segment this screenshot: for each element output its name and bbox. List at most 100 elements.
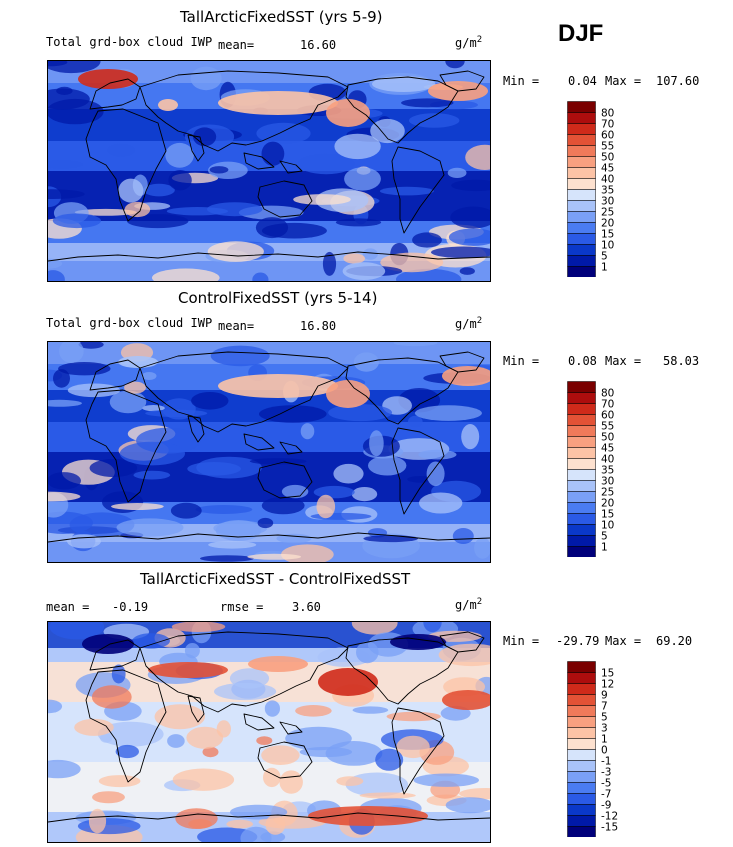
colorbar-segment xyxy=(567,694,596,706)
colorbar-label: 10 xyxy=(601,520,614,532)
colorbar-segment xyxy=(567,513,596,525)
colorbar-label: 50 xyxy=(601,432,614,444)
colorbar-label: -1 xyxy=(601,756,611,768)
colorbar-label: 40 xyxy=(601,174,614,186)
panel1-min-label: Min = xyxy=(503,74,540,88)
colorbar-label: -7 xyxy=(601,789,611,801)
colorbar-label: 7 xyxy=(601,701,608,713)
colorbar-segment xyxy=(567,233,596,245)
colorbar-segment xyxy=(567,716,596,728)
colorbar-label: 60 xyxy=(601,410,614,422)
panel2-units: g/m2 xyxy=(455,316,483,331)
colorbar-label: 25 xyxy=(601,207,614,219)
colorbar-label: 10 xyxy=(601,240,614,252)
colorbar-segment xyxy=(567,804,596,816)
coastline xyxy=(257,741,313,779)
colorbar-segment xyxy=(567,200,596,212)
coastline xyxy=(345,637,459,705)
colorbar-segment xyxy=(567,535,596,547)
colorbar-label: 9 xyxy=(601,690,608,702)
colorbar-segment xyxy=(567,167,596,179)
colorbar-segment xyxy=(567,134,596,146)
colorbar-segment xyxy=(567,683,596,695)
colorbar-label: 20 xyxy=(601,218,614,230)
panel1-min-value: 0.04 xyxy=(568,74,597,88)
colorbar-segment xyxy=(567,425,596,437)
panel3-mean-label: mean = xyxy=(46,600,90,614)
colorbar-segment xyxy=(567,727,596,739)
panel2-min-value: 0.08 xyxy=(568,354,597,368)
colorbar-segment xyxy=(567,815,596,827)
panel2-mean-value: 16.80 xyxy=(300,319,337,333)
colorbar-label: 80 xyxy=(601,388,614,400)
coastline xyxy=(85,669,167,783)
panel3-max-value: 69.20 xyxy=(656,634,693,648)
panel1-colorbar: 80 70 60 55 50 45 40 35 30 25 20 15 10 5 1 xyxy=(567,101,677,278)
colorbar-label: 60 xyxy=(601,130,614,142)
colorbar-segment xyxy=(567,222,596,234)
panel1-max-label: Max = xyxy=(605,74,642,88)
colorbar-segment xyxy=(567,211,596,223)
coastline xyxy=(139,631,349,713)
colorbar-label: 55 xyxy=(601,421,614,433)
colorbar-segment xyxy=(567,491,596,503)
colorbar-label: 50 xyxy=(601,152,614,164)
colorbar-label: 35 xyxy=(601,185,614,197)
colorbar-segment xyxy=(567,436,596,448)
colorbar-label: 45 xyxy=(601,163,614,175)
panel2-title: ControlFixedSST (yrs 5-14) xyxy=(178,289,378,307)
colorbar-label: 1 xyxy=(601,734,608,746)
colorbar-segment xyxy=(567,749,596,761)
colorbar-label: 80 xyxy=(601,108,614,120)
panel3-rmse-value: 3.60 xyxy=(292,600,321,614)
colorbar-label: 30 xyxy=(601,196,614,208)
coastline xyxy=(187,695,205,723)
colorbar-label: 35 xyxy=(601,465,614,477)
colorbar-segment xyxy=(567,826,596,838)
colorbar-label: 70 xyxy=(601,119,614,131)
panel3-units: g/m2 xyxy=(455,597,483,612)
panel3-min-label: Min = xyxy=(503,634,540,648)
coastline xyxy=(187,134,205,162)
panel2-mean-label: mean= xyxy=(218,319,255,333)
panel1-units: g/m2 xyxy=(455,35,483,50)
panel1-title: TallArcticFixedSST (yrs 5-9) xyxy=(180,8,383,26)
panel3-mean-value: -0.19 xyxy=(112,600,149,614)
colorbar-label: -12 xyxy=(601,811,618,823)
colorbar-label: -5 xyxy=(601,778,611,790)
colorbar-label: 0 xyxy=(601,745,608,757)
colorbar-label: -15 xyxy=(601,822,618,834)
coastline xyxy=(187,415,205,443)
colorbar-label: 30 xyxy=(601,476,614,488)
colorbar-segment xyxy=(567,458,596,470)
coastline xyxy=(139,351,349,433)
colorbar-segment xyxy=(567,760,596,772)
colorbar-segment xyxy=(567,447,596,459)
panel3-max-label: Max = xyxy=(605,634,642,648)
colorbar-segment xyxy=(567,189,596,201)
coastline xyxy=(279,160,303,174)
coastline xyxy=(139,70,349,152)
colorbar-segment xyxy=(567,178,596,190)
coastline xyxy=(345,357,459,425)
colorbar-segment xyxy=(567,156,596,168)
panel1-variable: Total grd-box cloud IWP xyxy=(46,35,213,49)
panel2-max-label: Max = xyxy=(605,354,642,368)
colorbar-label: 1 xyxy=(601,542,608,554)
colorbar-segment xyxy=(567,661,596,673)
panel2-min-label: Min = xyxy=(503,354,540,368)
colorbar-segment xyxy=(567,771,596,783)
colorbar-label: 15 xyxy=(601,229,614,241)
colorbar-label: 55 xyxy=(601,141,614,153)
colorbar-segment xyxy=(567,480,596,492)
panel3-min-value: -29.79 xyxy=(556,634,600,648)
colorbar-label: 20 xyxy=(601,498,614,510)
coastline xyxy=(48,251,490,262)
colorbar-segment xyxy=(567,524,596,536)
colorbar-label: 45 xyxy=(601,443,614,455)
colorbar-label: 3 xyxy=(601,723,608,735)
coastline xyxy=(85,108,167,222)
colorbar-segment xyxy=(567,112,596,124)
colorbar-segment xyxy=(567,502,596,514)
coastline xyxy=(391,707,445,795)
